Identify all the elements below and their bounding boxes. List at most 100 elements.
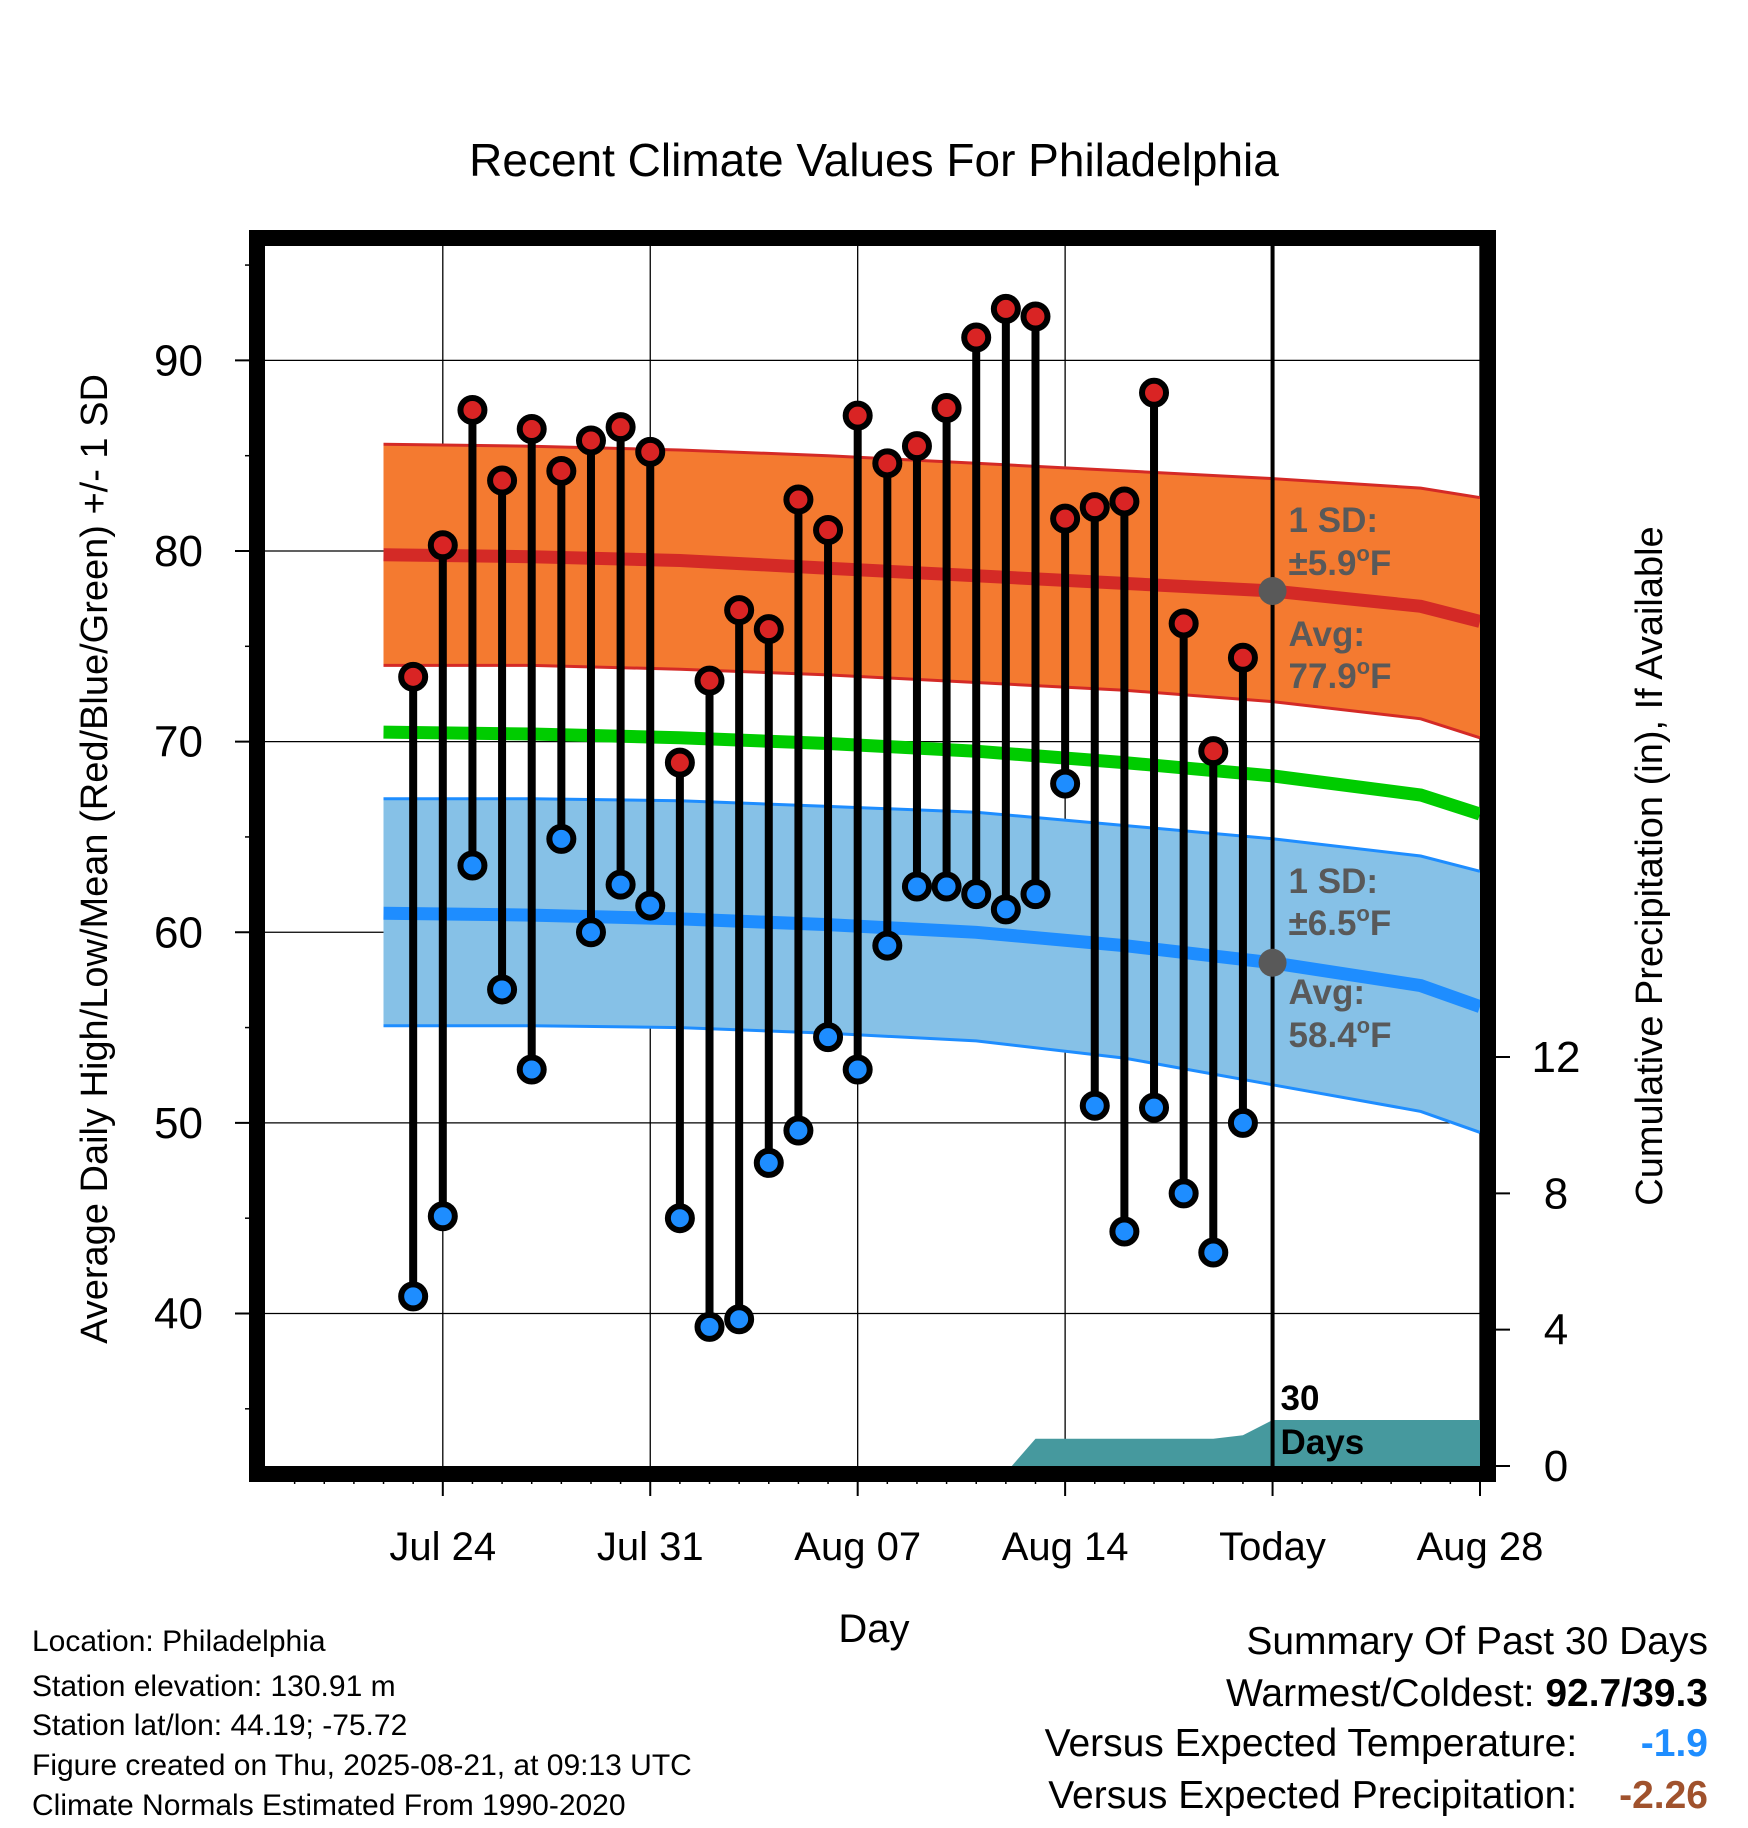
- daily-low-point: [664, 1203, 695, 1234]
- high-avg-title: Avg:: [1289, 615, 1365, 654]
- y-tick-label-left: 60: [154, 908, 203, 957]
- chart-title: Recent Climate Values For Philadelphia: [469, 134, 1279, 186]
- summary-warmest-coldest: Warmest/Coldest: 92.7/39.3: [1226, 1672, 1708, 1716]
- info-location: Location: Philadelphia: [32, 1625, 326, 1658]
- daily-high-point: [1168, 608, 1199, 639]
- daily-low-point: [1139, 1092, 1170, 1123]
- daily-low-point: [961, 879, 992, 910]
- daily-low-point: [487, 974, 518, 1005]
- low-sd-band: [383, 798, 1480, 1133]
- daily-low-point: [1079, 1090, 1110, 1121]
- summary-temp-value: -1.9: [1640, 1722, 1708, 1765]
- daily-high-point: [457, 394, 488, 425]
- daily-high-point: [1079, 492, 1110, 523]
- plot-content: [383, 246, 1480, 1466]
- x-tick-label: Aug 14: [1002, 1525, 1129, 1569]
- daily-low-point: [813, 1022, 844, 1053]
- y-tick-label-right: 8: [1544, 1169, 1568, 1218]
- x-tick-label: Today: [1219, 1525, 1326, 1569]
- daily-high-point: [694, 665, 725, 696]
- summary-warm-label: Warmest/Coldest:: [1226, 1672, 1535, 1715]
- daily-low-point: [872, 930, 903, 961]
- daily-high-point: [990, 293, 1021, 324]
- summary-precipitation: Versus Expected Precipitation: -2.26: [1048, 1774, 1708, 1818]
- info-elevation: Station elevation: 130.91 m: [32, 1670, 396, 1703]
- y-axis-label-left: Average Daily High/Low/Mean (Red/Blue/Gr…: [74, 374, 116, 1344]
- daily-high-point: [1227, 642, 1258, 673]
- summary-temp-label: Versus Expected Temperature:: [1044, 1722, 1578, 1765]
- daily-high-point: [487, 465, 518, 496]
- daily-low-point: [1227, 1107, 1258, 1138]
- low-sd-lower-line: [383, 1024, 1480, 1134]
- today-low-avg-dot: [1258, 948, 1287, 977]
- x-tick-label: Jul 31: [597, 1525, 704, 1569]
- daily-high-point: [427, 530, 458, 561]
- daily-low-point: [990, 894, 1021, 925]
- info-normals: Climate Normals Estimated From 1990-2020: [32, 1789, 626, 1822]
- daily-low-point: [605, 869, 636, 900]
- summary-precip-value: -2.26: [1619, 1774, 1708, 1817]
- y-tick-label-left: 50: [154, 1099, 203, 1148]
- daily-low-point: [694, 1311, 725, 1342]
- daily-high-point: [575, 425, 606, 456]
- daily-low-point: [635, 890, 666, 921]
- daily-high-point: [783, 484, 814, 515]
- low-sd-value: ±6.5oF: [1289, 901, 1392, 943]
- daily-low-point: [1198, 1237, 1229, 1268]
- summary-precip-label: Versus Expected Precipitation:: [1048, 1774, 1578, 1817]
- daily-low-point: [753, 1147, 784, 1178]
- y-tick-label-right: 12: [1532, 1033, 1581, 1082]
- precip-area: [1011, 1420, 1480, 1466]
- info-latlon: Station lat/lon: 44.19; -75.72: [32, 1709, 408, 1742]
- daily-low-point: [427, 1201, 458, 1232]
- daily-high-point: [605, 412, 636, 443]
- daily-low-point: [724, 1304, 755, 1335]
- daily-low-point: [1050, 768, 1081, 799]
- daily-high-point: [516, 414, 547, 444]
- daily-high-point: [1139, 377, 1170, 408]
- high-avg-value: 77.9oF: [1289, 654, 1392, 696]
- daily-high-point: [813, 515, 844, 546]
- high-sd-band: [383, 444, 1480, 738]
- daily-low-point: [546, 823, 577, 854]
- x-axis-label: Day: [838, 1607, 909, 1651]
- daily-high-point: [635, 436, 666, 467]
- daily-low-point: [1168, 1178, 1199, 1209]
- high-sd-value: ±5.9oF: [1289, 541, 1392, 583]
- daily-high-point: [724, 595, 755, 626]
- daily-low-point: [398, 1281, 429, 1312]
- daily-low-point: [901, 871, 932, 902]
- daily-high-point: [842, 400, 873, 431]
- y-tick-label-left: 40: [154, 1290, 203, 1339]
- y-axis-label-right: Cumulative Precipitation (in), If Availa…: [1629, 526, 1671, 1205]
- low-avg-title: Avg:: [1289, 973, 1365, 1012]
- daily-high-point: [664, 747, 695, 778]
- daily-high-point: [546, 455, 577, 486]
- y-tick-label-right: 4: [1544, 1306, 1568, 1355]
- days-label: Days: [1281, 1423, 1365, 1462]
- y-tick-label-left: 80: [154, 527, 203, 576]
- normal-low-line: [383, 906, 1480, 1013]
- x-tick-label: Aug 07: [794, 1525, 921, 1569]
- y-tick-label-left: 90: [154, 336, 203, 385]
- daily-low-point: [516, 1054, 547, 1085]
- daily-high-point: [872, 448, 903, 479]
- days-count: 30: [1281, 1379, 1320, 1418]
- daily-low-point: [1020, 879, 1051, 910]
- x-tick-label: Aug 28: [1417, 1525, 1544, 1569]
- daily-low-point: [842, 1054, 873, 1085]
- daily-high-point: [931, 393, 962, 424]
- x-tick-label: Jul 24: [389, 1525, 496, 1569]
- daily-high-point: [1109, 486, 1140, 517]
- info-created: Figure created on Thu, 2025-08-21, at 09…: [32, 1749, 692, 1782]
- y-tick-label-right: 0: [1544, 1442, 1568, 1491]
- daily-high-point: [753, 614, 784, 645]
- daily-low-point: [457, 850, 488, 881]
- daily-low-point: [1109, 1216, 1140, 1247]
- today-high-avg-dot: [1258, 577, 1287, 606]
- daily-low-point: [575, 917, 606, 948]
- summary-warm-value: 92.7/39.3: [1545, 1672, 1708, 1715]
- summary-temperature: Versus Expected Temperature: -1.9: [1045, 1722, 1708, 1766]
- daily-high-point: [901, 431, 932, 462]
